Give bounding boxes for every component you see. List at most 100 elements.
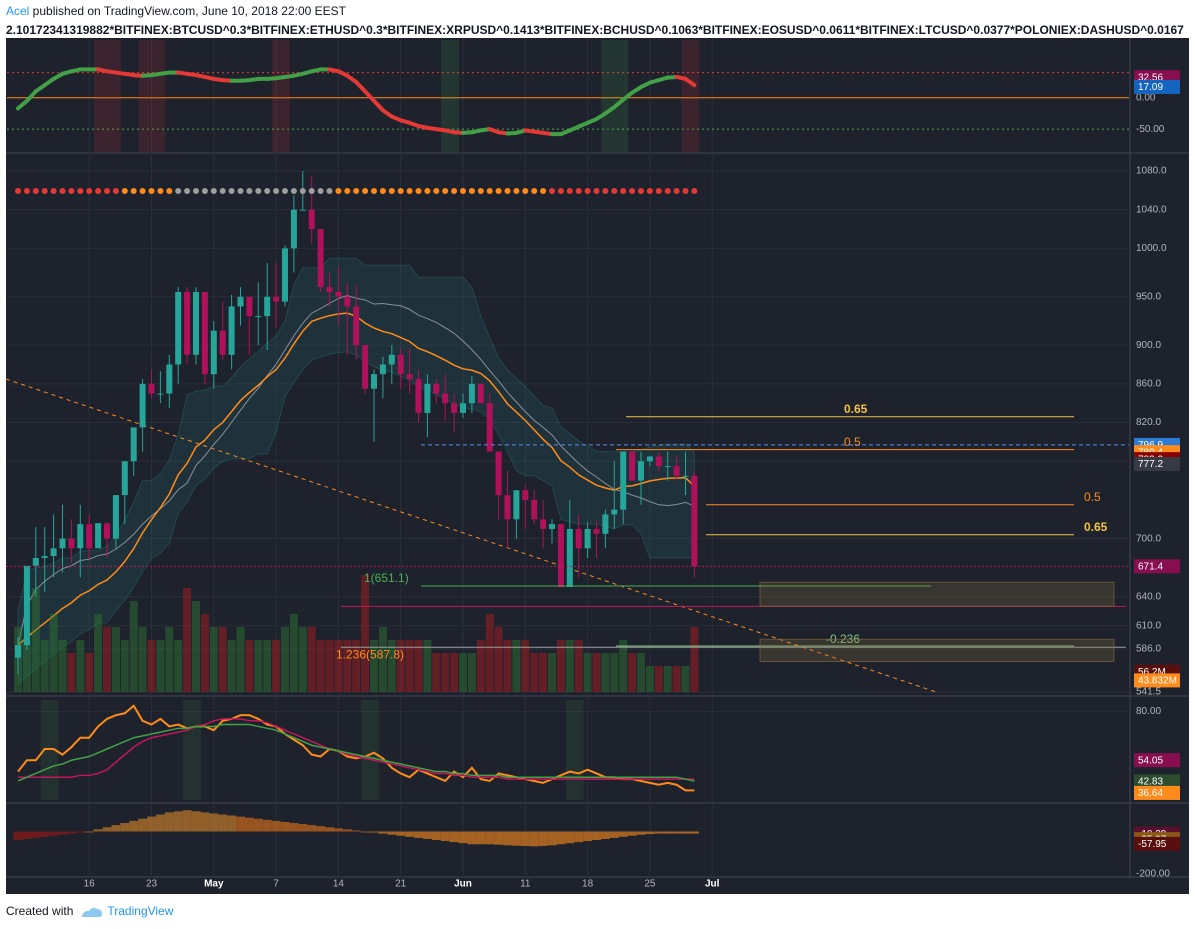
histogram-bar <box>102 827 112 832</box>
candle-body <box>41 556 48 559</box>
candle-body <box>424 383 431 413</box>
signal-dot <box>326 188 333 194</box>
signal-dot <box>68 188 75 194</box>
signal-dot <box>424 188 431 194</box>
middle-tick-label: 80.00 <box>1136 706 1161 717</box>
fib-level-label: 0.5 <box>844 435 861 449</box>
candle-body <box>308 209 315 230</box>
histogram-bar <box>431 831 441 840</box>
candle-body <box>50 548 57 557</box>
candle-body <box>23 565 30 646</box>
histogram-bar <box>40 831 50 837</box>
candle-body <box>255 316 262 318</box>
middle-series-line <box>17 723 695 782</box>
volume-bar <box>218 627 227 692</box>
histogram-bar <box>681 831 690 834</box>
candle-body <box>584 528 591 549</box>
histogram-bar <box>645 831 655 835</box>
histogram-bar <box>467 831 477 845</box>
candle-body <box>290 209 297 249</box>
histogram-label: -57.95 <box>1138 839 1167 850</box>
signal-dot <box>460 188 466 194</box>
top-oscillator-panel[interactable] <box>7 40 1129 152</box>
candle-body <box>406 374 413 380</box>
volume-bar <box>67 653 76 692</box>
candle-body <box>451 403 458 413</box>
candle-body <box>531 499 538 520</box>
fib-level-label: 0.65 <box>1084 520 1108 534</box>
price-panel[interactable]: 0.650.50.50.651(651.1)1.236(587.8)-0.236 <box>6 171 1129 693</box>
volume-bar <box>192 601 200 692</box>
volume-bar <box>414 640 423 692</box>
histogram-bar <box>67 831 76 834</box>
oscillator-segment <box>354 80 368 94</box>
volume-bar <box>672 666 681 692</box>
volume-bar <box>209 627 218 692</box>
histogram-bar <box>156 814 165 832</box>
histogram-bar <box>289 823 299 832</box>
histogram-bar <box>200 812 210 832</box>
histogram-bar <box>138 818 148 832</box>
middle-oscillator-panel[interactable] <box>7 700 1129 800</box>
candle-body <box>486 403 493 452</box>
histogram-bar <box>120 823 130 832</box>
histogram-bar <box>147 816 156 832</box>
histogram-bar <box>547 831 557 846</box>
price-label-box <box>1134 456 1180 471</box>
histogram-bar <box>503 831 512 846</box>
candle-body <box>495 451 502 496</box>
signal-dot <box>210 188 217 194</box>
volume-bar <box>103 627 111 692</box>
signal-dot <box>344 188 351 194</box>
signal-dot <box>584 188 591 194</box>
signal-dot <box>184 188 191 194</box>
volume-bar <box>396 640 405 692</box>
volume-bar <box>307 627 316 692</box>
candle-body <box>620 451 627 510</box>
volume-bar <box>592 653 601 692</box>
volume-bar <box>432 653 441 692</box>
histogram-bar <box>690 831 699 834</box>
signal-dot <box>371 188 377 194</box>
chart-canvas[interactable]: 0.650.50.50.651(651.1)1.236(587.8)-0.236… <box>6 38 1189 894</box>
signal-dot <box>397 188 404 194</box>
histogram-bar <box>84 831 94 833</box>
signal-dot <box>50 188 57 194</box>
volume-bar <box>94 614 103 692</box>
volume-bar <box>503 640 512 692</box>
author-link[interactable]: Acel <box>6 4 30 18</box>
signal-dot <box>575 188 582 194</box>
oscillator-segment <box>683 76 697 88</box>
candle-body <box>344 296 351 307</box>
volume-bar <box>378 627 387 692</box>
tradingview-link[interactable]: TradingView <box>107 904 174 918</box>
histogram-bar <box>75 831 85 833</box>
volume-bar <box>681 666 690 692</box>
middle-band <box>361 700 379 800</box>
signal-dot <box>32 188 39 194</box>
signal-dot <box>299 188 306 194</box>
created-with-text: Created with <box>6 904 74 918</box>
volume-bar <box>690 627 699 692</box>
middle-label-box <box>1134 753 1180 768</box>
signal-dot <box>317 188 324 194</box>
candle-body <box>219 330 226 355</box>
price-tick-label: 1000.0 <box>1136 243 1167 254</box>
oscillator-segment <box>24 89 38 103</box>
signal-dot <box>15 188 21 194</box>
oscillator-tick-label: -50.00 <box>1136 124 1165 135</box>
price-tick-label: 610.0 <box>1136 620 1161 631</box>
volume-bar <box>619 640 628 692</box>
price-label: 56.2M <box>1138 667 1166 678</box>
volume-bar <box>494 627 503 692</box>
histogram-bar <box>360 831 370 833</box>
volume-bar <box>423 640 432 692</box>
candle-body <box>540 519 547 529</box>
candle-body <box>388 354 395 365</box>
bottom-histogram-panel[interactable] <box>13 810 699 847</box>
signal-dot <box>308 188 315 194</box>
histogram-bar <box>227 815 237 832</box>
volume-bar <box>637 653 645 692</box>
candle-body <box>433 383 440 394</box>
candle-body <box>629 451 636 481</box>
